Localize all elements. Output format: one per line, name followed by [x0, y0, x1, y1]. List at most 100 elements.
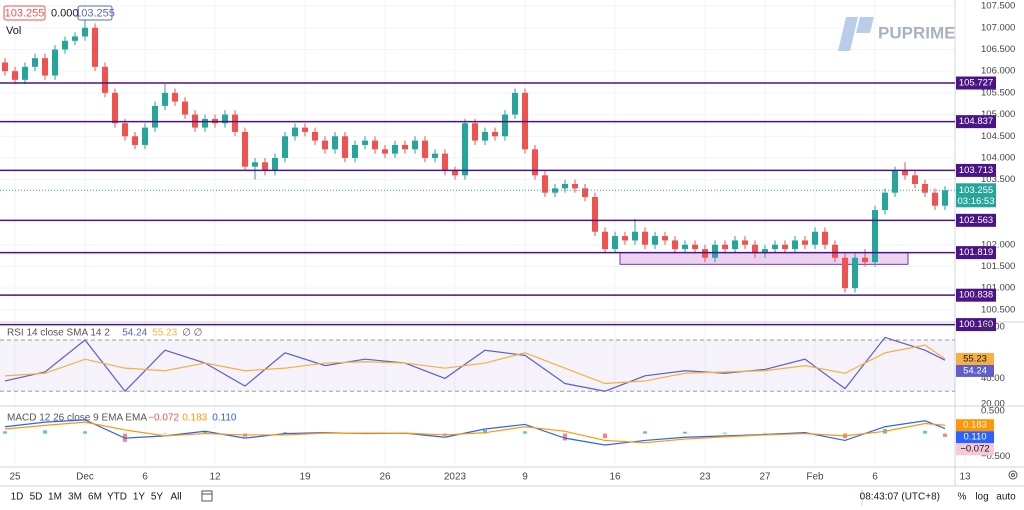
rsi-band — [0, 340, 955, 392]
range-button[interactable]: 1M — [48, 492, 62, 503]
range-button[interactable]: 1D — [11, 492, 24, 503]
y-tick-label: −0.500 — [981, 451, 1010, 462]
range-button[interactable]: 6M — [88, 492, 102, 503]
candle-body — [942, 190, 948, 206]
macd-histogram-bar — [943, 433, 947, 437]
macd-histogram-bar — [43, 430, 47, 434]
candle-body — [272, 157, 278, 171]
y-tick-label: 107.000 — [981, 22, 1015, 33]
range-button[interactable]: All — [170, 492, 181, 503]
y-tick-label: 0.500 — [981, 405, 1005, 416]
macd-line — [4, 421, 946, 444]
macd-histogram-bar — [603, 433, 607, 439]
y-tick-label: 106.500 — [981, 44, 1015, 55]
candle-body — [912, 175, 918, 184]
x-tick-label: 25 — [9, 472, 21, 483]
candle-body — [112, 92, 118, 124]
candle-body — [632, 231, 638, 241]
candle-body — [612, 236, 618, 250]
candle-body — [542, 175, 548, 193]
macd-histogram-bar — [403, 433, 407, 435]
logo-icon — [838, 17, 874, 51]
macd-histogram-bar — [203, 431, 207, 434]
candle-body — [162, 92, 168, 106]
calendar-icon[interactable] — [201, 490, 213, 502]
candle-body — [762, 249, 768, 254]
candle-body — [372, 140, 378, 150]
range-button[interactable]: 1Y — [133, 492, 146, 503]
y-tick-label: 106.000 — [981, 66, 1015, 77]
candle-body — [652, 236, 658, 245]
level-tag — [956, 115, 996, 129]
candle-body — [262, 162, 268, 171]
candle-body — [462, 123, 468, 176]
candle-body — [902, 170, 908, 176]
settings-icon[interactable] — [1008, 470, 1018, 480]
range-button[interactable]: 5Y — [151, 492, 164, 503]
candle-body — [392, 144, 398, 154]
y-tick-label: 102.000 — [981, 239, 1015, 250]
range-button[interactable]: 3M — [68, 492, 82, 503]
candle-body — [152, 105, 158, 128]
close-label: 103.255 — [75, 7, 115, 19]
scale-option[interactable]: log — [975, 492, 988, 503]
scale-option[interactable]: auto — [996, 492, 1016, 503]
value-tag-label: 0.110 — [963, 432, 986, 443]
candle-body — [642, 231, 648, 245]
candle-body — [732, 240, 738, 250]
last-price-tag — [956, 183, 996, 208]
macd-histogram-bar — [683, 431, 687, 434]
candle-body — [402, 144, 408, 150]
candle-body — [312, 131, 318, 141]
candle-body — [452, 170, 458, 176]
countdown-label: 03:16:53 — [958, 196, 995, 207]
candle-body — [412, 140, 418, 150]
value-tag-label: 0.183 — [963, 420, 987, 431]
macd-histogram-bar — [643, 431, 647, 434]
candle-body — [682, 244, 688, 250]
candle-body — [172, 92, 178, 102]
candle-body — [772, 244, 778, 250]
rsi-legend-value: 55.23 — [152, 328, 177, 339]
x-tick-label: 6 — [872, 472, 878, 483]
candle-body — [302, 127, 308, 132]
macd-histogram-bar — [763, 433, 767, 434]
macd-histogram-bar — [563, 433, 567, 441]
open-box — [3, 5, 46, 21]
candle-body — [102, 66, 108, 93]
candle-body — [712, 244, 718, 258]
candle-body — [282, 136, 288, 158]
x-tick-label: 23 — [699, 472, 711, 483]
level-tag — [956, 213, 996, 227]
rsi-line — [4, 336, 946, 393]
candle-body — [792, 240, 798, 250]
level-tag — [956, 76, 996, 90]
range-button[interactable]: YTD — [107, 492, 127, 503]
scale-option[interactable]: % — [958, 492, 967, 503]
candle-body — [562, 184, 568, 189]
macd-histogram-bar — [923, 430, 927, 434]
candle-body — [142, 127, 148, 145]
candle-body — [22, 66, 28, 80]
candle-body — [622, 236, 628, 241]
candle-body — [72, 36, 78, 41]
level-tag — [956, 288, 996, 302]
candle-body — [482, 131, 488, 141]
level-tag — [956, 318, 996, 332]
value-tag-label: 54.24 — [963, 365, 987, 376]
candle-body — [862, 257, 868, 263]
y-tick-label: 101.000 — [981, 283, 1015, 294]
level-label: 104.837 — [959, 116, 993, 127]
candle-body — [932, 192, 938, 206]
level-tag — [956, 163, 996, 177]
x-tick-label: 12 — [209, 472, 221, 483]
rsi-line — [4, 344, 946, 385]
range-button[interactable]: 5D — [30, 492, 43, 503]
candle-body — [332, 136, 338, 150]
y-tick-label: 20.00 — [981, 399, 1005, 410]
candle-body — [42, 58, 48, 76]
candle-body — [432, 153, 438, 158]
x-tick-label: 26 — [379, 472, 391, 483]
candle-body — [122, 123, 128, 137]
last-price-label: 103.255 — [959, 185, 993, 196]
